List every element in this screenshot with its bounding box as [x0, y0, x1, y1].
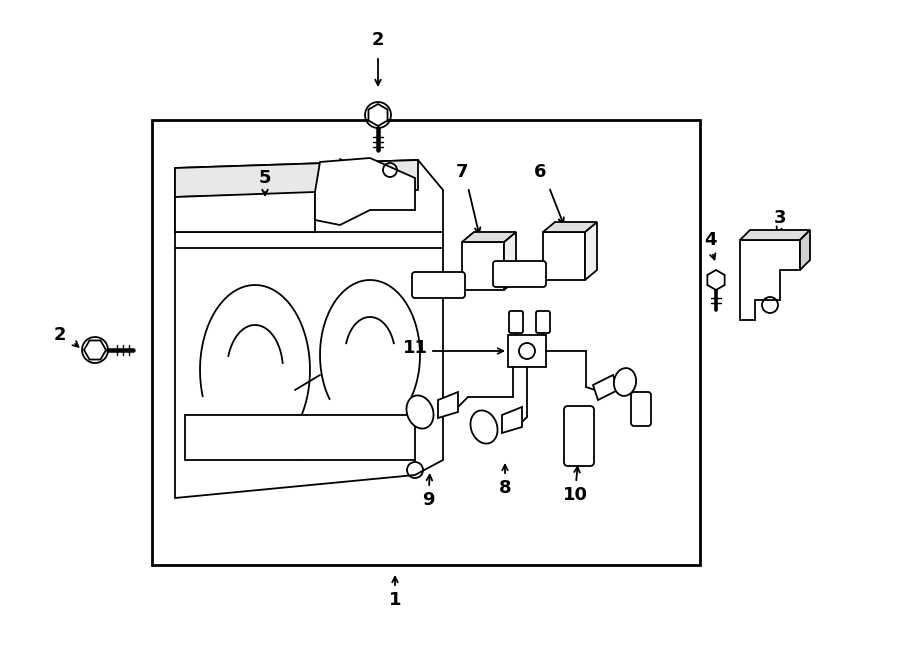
Polygon shape: [185, 415, 415, 460]
Ellipse shape: [614, 368, 636, 396]
Text: 1: 1: [389, 591, 401, 609]
Text: 3: 3: [774, 209, 787, 227]
Text: 10: 10: [562, 486, 588, 504]
Text: 2: 2: [372, 31, 384, 49]
Text: 4: 4: [704, 231, 716, 249]
Polygon shape: [740, 240, 800, 320]
Polygon shape: [213, 169, 232, 200]
Text: 5: 5: [259, 169, 271, 187]
Polygon shape: [543, 222, 597, 232]
Bar: [543, 232, 585, 280]
Polygon shape: [462, 232, 516, 242]
Text: 11: 11: [402, 339, 428, 357]
Polygon shape: [504, 232, 516, 290]
FancyBboxPatch shape: [536, 311, 550, 333]
Polygon shape: [235, 173, 250, 205]
FancyBboxPatch shape: [509, 311, 523, 333]
Text: 7: 7: [455, 163, 468, 181]
FancyBboxPatch shape: [493, 261, 546, 287]
Text: 8: 8: [499, 479, 511, 497]
Bar: [508, 335, 546, 367]
Ellipse shape: [407, 395, 434, 428]
Text: 9: 9: [422, 491, 434, 509]
Polygon shape: [740, 230, 810, 240]
FancyBboxPatch shape: [564, 406, 594, 466]
Polygon shape: [175, 160, 418, 197]
Polygon shape: [315, 158, 415, 225]
FancyBboxPatch shape: [412, 272, 465, 298]
Polygon shape: [175, 192, 315, 232]
Polygon shape: [502, 407, 522, 433]
FancyBboxPatch shape: [631, 392, 651, 426]
Polygon shape: [438, 392, 458, 418]
Polygon shape: [593, 375, 618, 400]
Polygon shape: [368, 104, 388, 126]
Polygon shape: [707, 270, 724, 290]
Ellipse shape: [471, 410, 498, 444]
Bar: [152, 120, 700, 565]
Text: 6: 6: [534, 163, 546, 181]
Bar: [462, 242, 504, 290]
Polygon shape: [84, 340, 106, 360]
Polygon shape: [175, 160, 443, 498]
Polygon shape: [585, 222, 597, 280]
Polygon shape: [800, 230, 810, 270]
Text: 2: 2: [54, 326, 67, 344]
